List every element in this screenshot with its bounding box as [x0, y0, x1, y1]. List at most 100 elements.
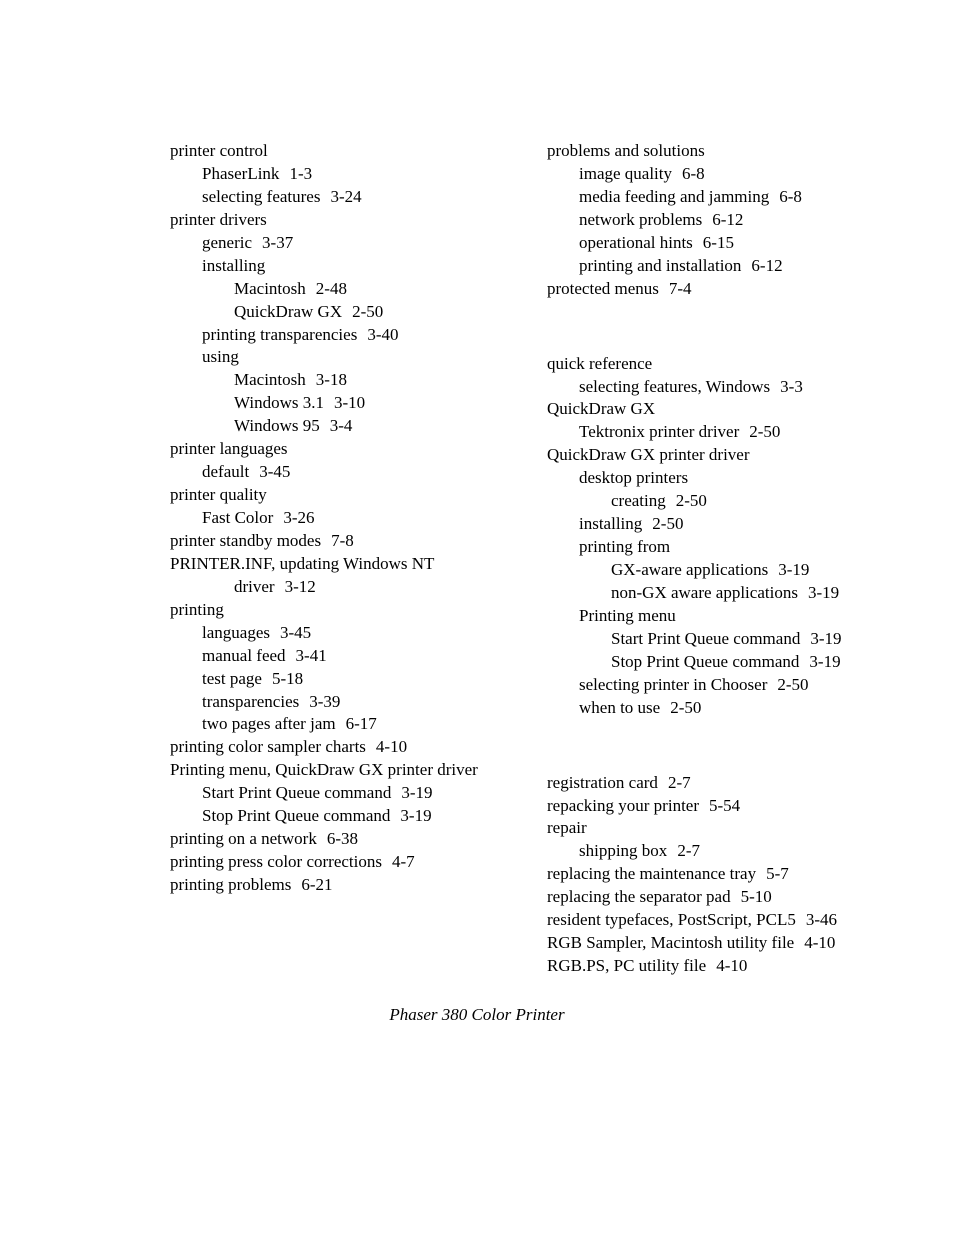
index-term: languages: [202, 623, 270, 642]
index-term: repacking your printer: [547, 796, 699, 815]
index-entry: generic3-37: [170, 232, 517, 255]
index-term: printing from: [579, 537, 670, 556]
index-term: Windows 95: [234, 416, 320, 435]
index-term: printing problems: [170, 875, 291, 894]
index-entry: QuickDraw GX2-50: [170, 301, 517, 324]
index-entry: registration card2-7: [547, 772, 894, 795]
index-entry: languages3-45: [170, 622, 517, 645]
index-term: using: [202, 347, 239, 366]
index-page-ref: 3-10: [324, 393, 365, 412]
index-term: QuickDraw GX: [234, 302, 342, 321]
index-term: printing on a network: [170, 829, 317, 848]
index-page-ref: 3-19: [391, 783, 432, 802]
index-term: manual feed: [202, 646, 286, 665]
index-entry: printing from: [547, 536, 894, 559]
index-entry: RGB Sampler, Macintosh utility file4-10: [547, 932, 894, 955]
index-page-ref: 2-50: [342, 302, 383, 321]
index-page-ref: 4-7: [382, 852, 415, 871]
index-page-ref: 6-12: [741, 256, 782, 275]
index-page-ref: 5-10: [731, 887, 772, 906]
index-entry: driver3-12: [170, 576, 517, 599]
index-term: Macintosh: [234, 279, 306, 298]
index-page-ref: 1-3: [279, 164, 312, 183]
index-entry: printer quality: [170, 484, 517, 507]
index-entry: QuickDraw GX printer driver: [547, 444, 894, 467]
index-term: installing: [579, 514, 642, 533]
index-entry: Fast Color3-26: [170, 507, 517, 530]
index-entry: operational hints6-15: [547, 232, 894, 255]
index-entry: RGB.PS, PC utility file4-10: [547, 955, 894, 978]
index-page-ref: 3-4: [320, 416, 353, 435]
index-entry: printer drivers: [170, 209, 517, 232]
index-term: Printing menu: [579, 606, 676, 625]
index-page-ref: 3-45: [249, 462, 290, 481]
index-page-ref: 3-40: [357, 325, 398, 344]
index-term: generic: [202, 233, 252, 252]
index-term: PRINTER.INF, updating Windows NT: [170, 554, 434, 573]
index-entry: Tektronix printer driver2-50: [547, 421, 894, 444]
index-term: default: [202, 462, 249, 481]
index-term: resident typefaces, PostScript, PCL5: [547, 910, 796, 929]
index-term: QuickDraw GX printer driver: [547, 445, 750, 464]
index-term: PhaserLink: [202, 164, 279, 183]
index-term: shipping box: [579, 841, 667, 860]
index-page-ref: 3-39: [299, 692, 340, 711]
index-page-ref: 5-18: [262, 669, 303, 688]
index-entry: printing problems6-21: [170, 874, 517, 897]
index-page-ref: 2-7: [667, 841, 700, 860]
index-term: Stop Print Queue command: [202, 806, 390, 825]
index-entry: repair: [547, 817, 894, 840]
index-term: printer control: [170, 141, 268, 160]
index-page-ref: 6-8: [672, 164, 705, 183]
index-term: Start Print Queue command: [202, 783, 391, 802]
right-column: problems and solutionsimage quality6-8me…: [547, 140, 894, 978]
index-term: Fast Color: [202, 508, 273, 527]
index-page-ref: 6-8: [769, 187, 802, 206]
index-page-ref: 3-26: [273, 508, 314, 527]
index-page-ref: 3-41: [286, 646, 327, 665]
index-page-ref: 3-12: [275, 577, 316, 596]
index-page-ref: 2-48: [306, 279, 347, 298]
index-entry: printer control: [170, 140, 517, 163]
index-page-ref: 3-19: [390, 806, 431, 825]
index-page-ref: 6-12: [702, 210, 743, 229]
index-term: protected menus: [547, 279, 659, 298]
index-term: replacing the maintenance tray: [547, 864, 756, 883]
index-entry: Macintosh2-48: [170, 278, 517, 301]
index-term: desktop printers: [579, 468, 688, 487]
index-term: network problems: [579, 210, 702, 229]
index-entry: test page5-18: [170, 668, 517, 691]
index-entry: GX-aware applications3-19: [547, 559, 894, 582]
index-entry: installing: [170, 255, 517, 278]
index-entry: two pages after jam6-17: [170, 713, 517, 736]
index-entry: installing2-50: [547, 513, 894, 536]
index-entry: creating2-50: [547, 490, 894, 513]
index-term: Printing menu, QuickDraw GX printer driv…: [170, 760, 478, 779]
index-entry: media feeding and jamming6-8: [547, 186, 894, 209]
index-entry: when to use2-50: [547, 697, 894, 720]
index-page-ref: 3-19: [798, 583, 839, 602]
index-term: RGB Sampler, Macintosh utility file: [547, 933, 794, 952]
index-entry: default3-45: [170, 461, 517, 484]
index-term: image quality: [579, 164, 672, 183]
index-term: Stop Print Queue command: [611, 652, 799, 671]
index-page-ref: 3-45: [270, 623, 311, 642]
index-term: quick reference: [547, 354, 652, 373]
index-entry: printing and installation6-12: [547, 255, 894, 278]
index-entry: Macintosh3-18: [170, 369, 517, 392]
index-page-ref: 3-19: [800, 629, 841, 648]
index-entry: desktop printers: [547, 467, 894, 490]
index-entry: quick reference: [547, 353, 894, 376]
index-entry: non-GX aware applications3-19: [547, 582, 894, 605]
index-term: driver: [234, 577, 275, 596]
index-term: test page: [202, 669, 262, 688]
index-entry: printing: [170, 599, 517, 622]
index-term: Tektronix printer driver: [579, 422, 739, 441]
index-term: printing transparencies: [202, 325, 357, 344]
index-page-ref: 3-24: [320, 187, 361, 206]
index-entry: transparencies3-39: [170, 691, 517, 714]
index-term: transparencies: [202, 692, 299, 711]
index-entry: Stop Print Queue command3-19: [170, 805, 517, 828]
index-page-ref: 5-54: [699, 796, 740, 815]
index-term: Start Print Queue command: [611, 629, 800, 648]
